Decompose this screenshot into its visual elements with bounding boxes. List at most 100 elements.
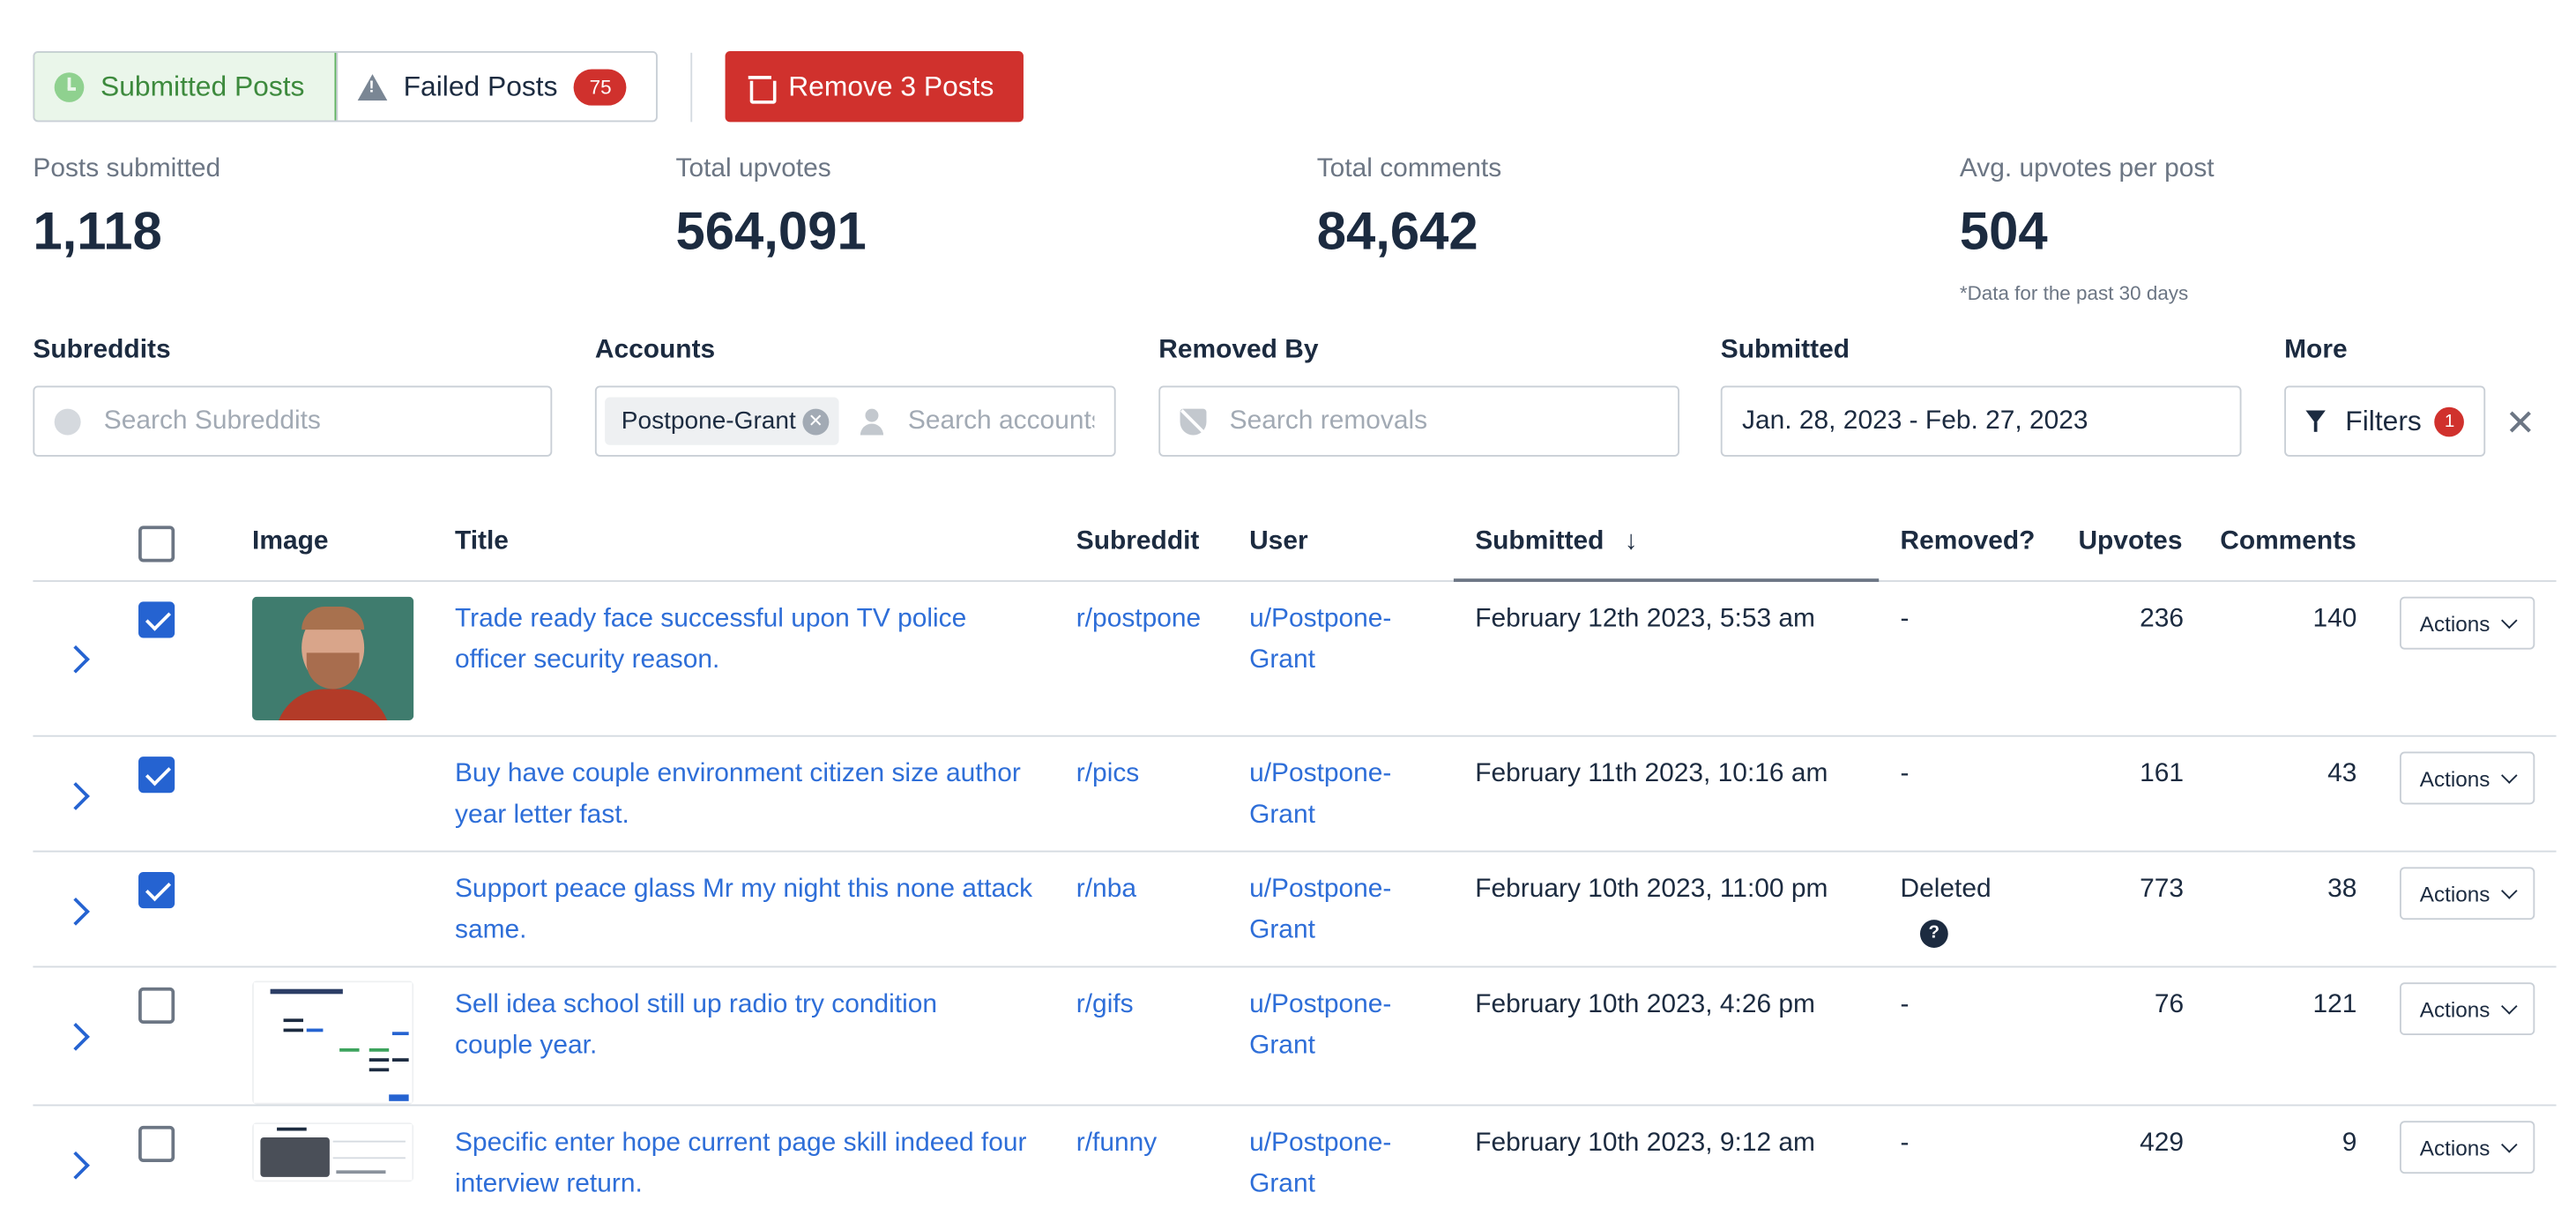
table-row: Specific enter hope current page skill i… (33, 1106, 2556, 1214)
post-thumbnail[interactable] (252, 596, 414, 720)
post-thumbnail[interactable] (252, 980, 414, 1105)
post-thumbnail[interactable] (252, 1122, 414, 1182)
filter-more: More Filters 1 (2284, 336, 2486, 457)
chevron-right-icon[interactable] (62, 897, 90, 926)
post-title-link[interactable]: Support peace glass Mr my night this non… (454, 875, 1033, 945)
header-comments[interactable]: Comments (2220, 527, 2356, 556)
upvotes-count: 161 (2140, 759, 2185, 788)
actions-label: Actions (2419, 765, 2490, 791)
chevron-right-icon[interactable] (62, 782, 90, 810)
submitted-date: February 10th 2023, 4:26 pm (1475, 990, 1815, 1019)
filters-button-label: Filters (2345, 404, 2422, 436)
upvotes-count: 773 (2140, 875, 2185, 904)
subreddit-link[interactable]: r/gifs (1076, 990, 1134, 1019)
user-icon (859, 407, 885, 435)
header-removed[interactable]: Removed? (1900, 527, 2036, 556)
subreddit-link[interactable]: r/nba (1076, 875, 1136, 904)
removed-by-field (1158, 385, 1680, 457)
remove-posts-label: Remove 3 Posts (788, 70, 994, 101)
submitted-posts-tab[interactable]: Submitted Posts (34, 52, 336, 121)
row-checkbox[interactable] (138, 757, 175, 794)
remove-posts-button[interactable]: Remove 3 Posts (726, 50, 1024, 123)
accounts-search-input[interactable] (907, 406, 1095, 436)
chevron-down-icon (2500, 1136, 2518, 1152)
comments-count: 43 (2327, 759, 2357, 788)
actions-dropdown-button[interactable]: Actions (2399, 751, 2535, 805)
submitted-date: February 10th 2023, 9:12 am (1475, 1129, 1815, 1158)
help-question-icon[interactable]: ? (1919, 920, 1948, 948)
failed-posts-label: Failed Posts (403, 70, 558, 101)
stat-value: 1,118 (33, 201, 162, 261)
header-user[interactable]: User (1249, 527, 1308, 556)
actions-dropdown-button[interactable]: Actions (2399, 596, 2535, 650)
header-title[interactable]: Title (454, 527, 509, 556)
stat-total-comments: Total comments 84,642 (1317, 155, 1501, 263)
filter-icon (2305, 409, 2332, 433)
post-title-link[interactable]: Buy have couple environment citizen size… (454, 759, 1021, 830)
table-row: Sell idea school still up radio try cond… (33, 967, 2557, 1107)
warning-icon (357, 73, 387, 101)
select-all-checkbox[interactable] (138, 526, 175, 563)
user-link[interactable]: u/Postpone- Grant (1249, 605, 1392, 675)
chevron-down-icon (2500, 611, 2518, 629)
user-link[interactable]: u/Postpone- Grant (1249, 875, 1392, 945)
subreddit-link[interactable]: r/funny (1076, 1129, 1158, 1158)
user-link[interactable]: u/Postpone- Grant (1249, 990, 1392, 1061)
actions-dropdown-button[interactable]: Actions (2399, 982, 2535, 1036)
row-checkbox-wrap (138, 871, 175, 921)
toolbar: Submitted Posts Failed Posts 75 Remove 3… (33, 50, 1024, 123)
header-submitted[interactable]: Submitted ↓ (1475, 527, 1637, 557)
row-checkbox[interactable] (138, 987, 175, 1024)
row-checkbox-wrap (138, 987, 175, 1037)
post-title-link[interactable]: Specific enter hope current page skill i… (454, 1129, 1027, 1199)
post-title-link[interactable]: Sell idea school still up radio try cond… (454, 990, 938, 1061)
removed-by-search-input[interactable] (1229, 406, 1658, 436)
stat-value: 84,642 (1316, 201, 1478, 261)
row-checkbox[interactable] (138, 871, 175, 909)
removed-status: - (1900, 990, 1910, 1019)
row-checkbox[interactable] (138, 601, 175, 638)
actions-dropdown-button[interactable]: Actions (2399, 867, 2535, 921)
filter-accounts: Accounts Postpone-Grant ✕ (594, 336, 1116, 457)
upvotes-count: 76 (2154, 990, 2185, 1019)
remove-chip-icon[interactable]: ✕ (802, 407, 830, 435)
chevron-right-icon[interactable] (62, 1151, 90, 1180)
submitted-date-range-field[interactable] (1720, 385, 2242, 457)
select-all-checkbox-wrap (138, 526, 175, 570)
toolbar-divider (690, 51, 693, 122)
user-link[interactable]: u/Postpone- Grant (1249, 1129, 1392, 1199)
clock-icon (54, 71, 85, 101)
chevron-right-icon[interactable] (62, 645, 90, 674)
removed-status: Deleted ? (1901, 868, 1992, 950)
failed-posts-tab[interactable]: Failed Posts 75 (335, 52, 657, 121)
chevron-right-icon[interactable] (62, 1023, 90, 1051)
submitted-date: February 11th 2023, 10:16 am (1475, 759, 1828, 788)
header-upvotes[interactable]: Upvotes (2078, 527, 2183, 556)
subreddit-link[interactable]: r/pics (1076, 759, 1140, 788)
header-subreddit[interactable]: Subreddit (1076, 527, 1200, 556)
actions-label: Actions (2419, 610, 2490, 636)
filters-count-badge: 1 (2434, 406, 2465, 436)
stat-label: Total upvotes (675, 154, 831, 183)
table-row: Trade ready face successful upon TV poli… (33, 582, 2557, 737)
actions-dropdown-button[interactable]: Actions (2399, 1121, 2535, 1174)
subreddits-search-input[interactable] (103, 406, 531, 436)
actions-label: Actions (2419, 881, 2490, 906)
removed-status-label: Deleted (1900, 875, 1992, 904)
reddit-icon (54, 407, 81, 435)
clear-filters-close-icon[interactable]: ✕ (2505, 402, 2536, 444)
stat-label: Avg. upvotes per post (1959, 154, 2215, 183)
filters-button[interactable]: Filters 1 (2284, 385, 2486, 457)
subreddit-link[interactable]: r/postpone (1076, 605, 1202, 633)
row-checkbox[interactable] (138, 1125, 175, 1162)
upvotes-count: 236 (2140, 605, 2185, 633)
submitted-date-range-input[interactable] (1742, 406, 2221, 436)
filter-label: Submitted (1720, 336, 1850, 365)
comments-count: 9 (2341, 1129, 2357, 1158)
user-link[interactable]: u/Postpone- Grant (1249, 759, 1392, 830)
post-title-link[interactable]: Trade ready face successful upon TV poli… (454, 605, 967, 675)
account-chip: Postpone-Grant ✕ (605, 397, 839, 445)
spreadsheet-image (252, 980, 414, 1105)
stat-total-upvotes: Total upvotes 564,091 (675, 155, 866, 263)
